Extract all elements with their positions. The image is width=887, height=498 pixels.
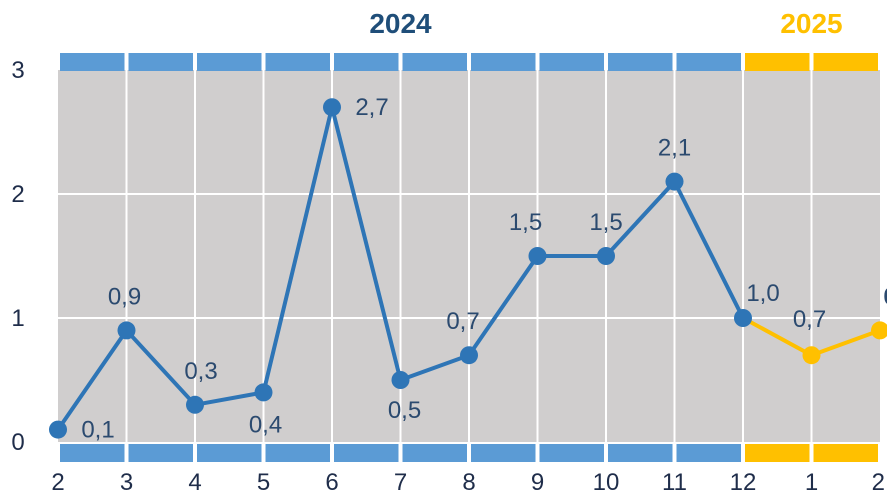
x-tick-label: 12 (730, 469, 757, 496)
period-band-bottom-segment (334, 444, 399, 462)
data-label: 1,5 (589, 209, 622, 236)
year-label: 2024 (369, 8, 432, 39)
period-band-top-segment (813, 53, 878, 71)
y-tick-label: 3 (11, 57, 24, 84)
period-band-top-segment (539, 53, 604, 71)
period-band-bottom-segment (265, 444, 330, 462)
data-label: 0,9 (108, 283, 141, 310)
year-label: 2025 (780, 8, 842, 39)
period-band-top-segment (745, 53, 810, 71)
x-tick-label: 2 (51, 469, 64, 496)
data-label: 0,7 (446, 308, 479, 335)
x-axis-ticks: 2 3 4 5 6 7 8 9 10 11 12 1 2 (51, 469, 885, 496)
data-point (460, 346, 478, 365)
data-label: 2,7 (355, 94, 388, 121)
data-label: 0,7 (793, 306, 826, 333)
period-band-layer (60, 53, 878, 462)
x-tick-label: 1 (805, 469, 818, 496)
data-label: 0,4 (249, 411, 282, 438)
data-label: 0,1 (81, 417, 114, 444)
period-band-top-segment (334, 53, 399, 71)
period-band-bottom-segment (128, 444, 193, 462)
period-band-top-segment (471, 53, 536, 71)
data-point (734, 309, 752, 327)
data-point (597, 247, 615, 265)
period-band-top-segment (128, 53, 193, 71)
data-label: 1,0 (746, 280, 779, 307)
data-point (323, 98, 341, 117)
y-axis-ticks: 0 1 2 3 (11, 57, 24, 456)
period-band-bottom-segment (471, 444, 536, 462)
data-point (871, 321, 887, 340)
data-labels: 0,1 0,9 0,3 0,4 2,7 0,5 0,7 1,5 1,5 2,1 1,0 0,7 0,9 (81, 94, 887, 443)
data-point (186, 395, 204, 414)
period-band-bottom-segment (197, 444, 262, 462)
period-band-bottom-segment (676, 444, 741, 462)
period-band-bottom-segment (402, 444, 467, 462)
data-point (391, 371, 410, 389)
data-label: 0,5 (388, 397, 421, 424)
period-band-top-segment (197, 53, 262, 71)
y-tick-label: 2 (11, 181, 24, 208)
x-tick-label: 7 (394, 469, 407, 496)
data-label: 2,1 (658, 135, 691, 162)
x-tick-label: 4 (188, 469, 201, 496)
x-tick-label: 5 (257, 469, 270, 496)
x-tick-label: 6 (325, 469, 338, 496)
x-tick-label: 8 (462, 469, 475, 496)
year-labels: 2024 2025 (369, 8, 842, 39)
data-point (802, 346, 821, 365)
period-band-bottom-segment (539, 444, 604, 462)
x-tick-label: 2 (872, 469, 885, 496)
data-point (665, 172, 684, 191)
period-band-bottom-segment (813, 444, 878, 462)
data-point (117, 321, 136, 340)
data-label: 0,3 (184, 358, 217, 385)
period-band-top-segment (60, 53, 125, 71)
x-tick-label: 10 (593, 469, 620, 496)
period-band-top-segment (608, 53, 673, 71)
data-point (254, 383, 273, 402)
period-band-top-segment (676, 53, 741, 71)
series-points (49, 98, 887, 439)
period-band-top-segment (265, 53, 330, 71)
data-point (49, 420, 67, 439)
period-band-top-segment (402, 53, 467, 71)
x-tick-label: 3 (120, 469, 133, 496)
x-tick-label: 9 (531, 469, 544, 496)
period-band-bottom-segment (608, 444, 673, 462)
data-label: 0,9 (883, 283, 887, 310)
period-band-bottom-segment (60, 444, 125, 462)
data-label: 1,5 (509, 209, 542, 236)
y-tick-label: 0 (11, 429, 24, 456)
x-tick-label: 11 (662, 469, 687, 496)
period-band-bottom-segment (745, 444, 810, 462)
data-point (528, 247, 547, 265)
y-tick-label: 1 (11, 305, 24, 332)
